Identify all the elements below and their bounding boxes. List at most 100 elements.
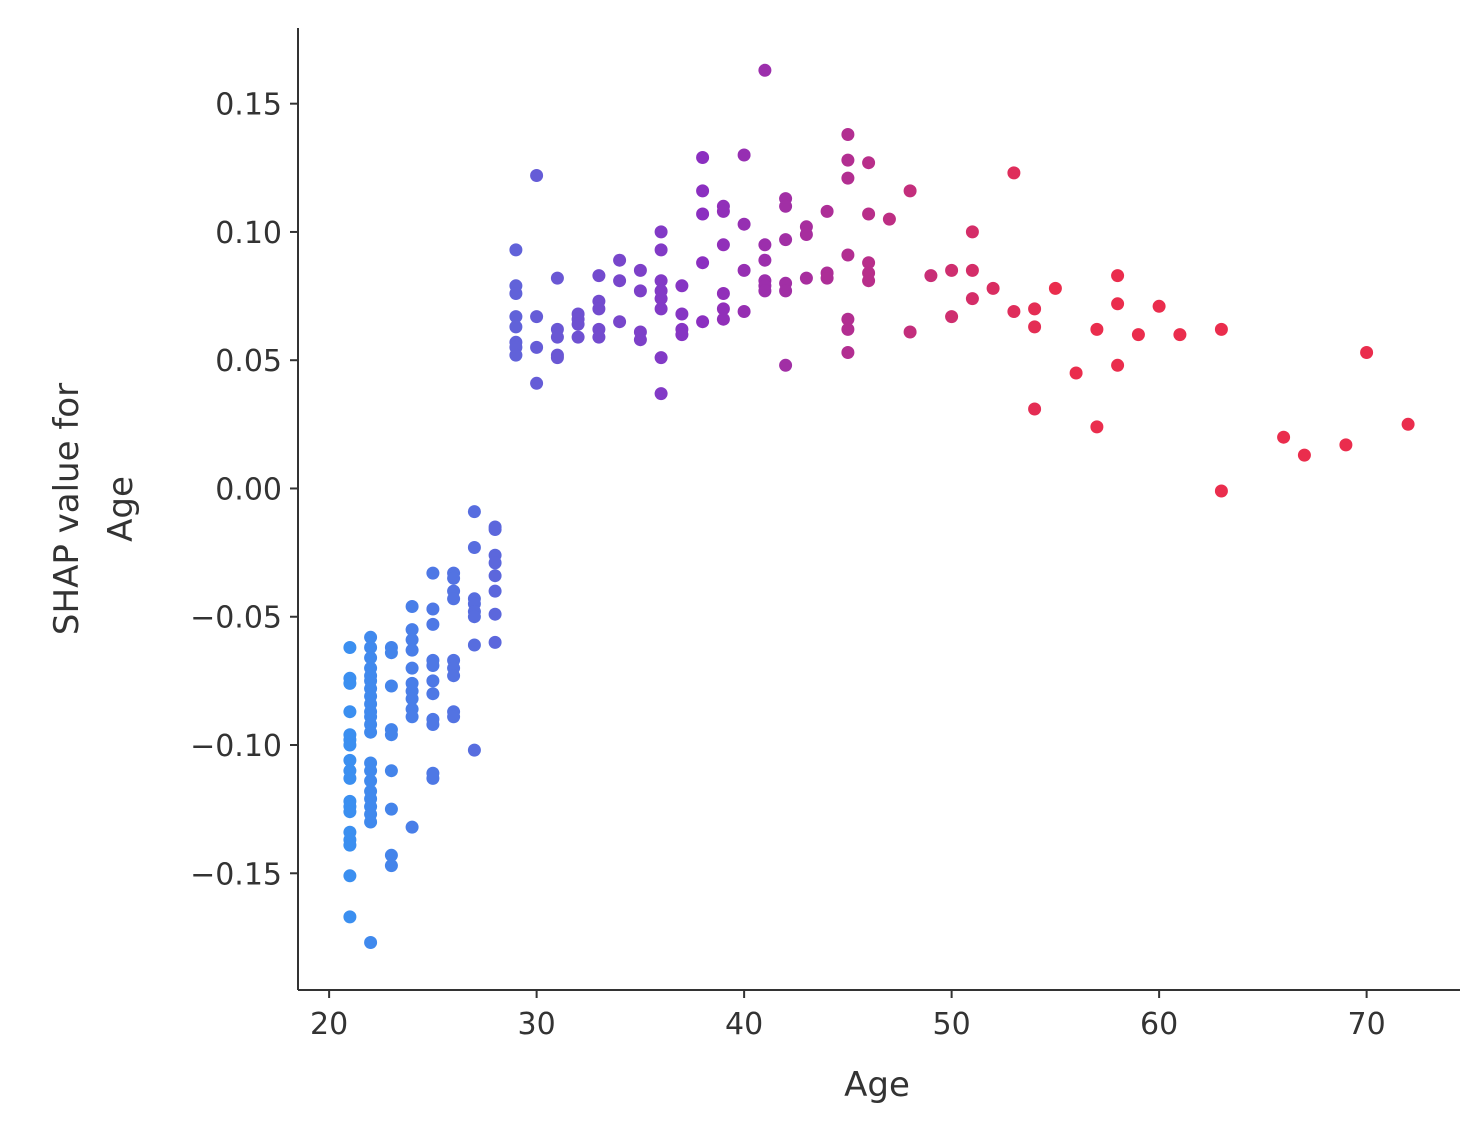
x-tick-label: 60 [1140, 1007, 1178, 1042]
data-point [965, 225, 979, 239]
data-point [716, 302, 730, 316]
data-point [779, 233, 793, 247]
data-point [405, 623, 419, 637]
data-point [799, 271, 813, 285]
data-point [799, 228, 813, 241]
data-point [1277, 430, 1291, 444]
data-point [571, 317, 585, 331]
data-point [1360, 346, 1374, 359]
data-point [592, 330, 606, 344]
data-point [737, 148, 751, 162]
data-point [1214, 484, 1228, 498]
data-point [696, 315, 710, 329]
data-point [550, 271, 564, 285]
data-point [696, 151, 710, 164]
data-point [509, 287, 523, 300]
data-point [1090, 420, 1104, 434]
data-point [364, 936, 378, 949]
y-axis-title-line-2: Age [101, 476, 141, 542]
data-point [862, 156, 876, 170]
data-point [1339, 438, 1353, 452]
data-point [716, 312, 730, 326]
data-point [841, 153, 855, 167]
data-point [467, 638, 481, 652]
data-point [426, 771, 440, 785]
data-point [654, 274, 668, 288]
data-point [405, 633, 419, 647]
data-point [405, 600, 419, 613]
data-point [343, 676, 357, 690]
data-point [841, 128, 855, 141]
data-point [613, 253, 627, 267]
data-point [675, 328, 689, 342]
scatter-points [343, 63, 1415, 949]
y-axis-ticks: 0.15 0.10 0.05 0.00 −0.05 −0.10 −0.15 [190, 88, 298, 892]
data-point [384, 802, 398, 816]
data-point [758, 238, 772, 252]
data-point [447, 710, 461, 724]
data-point [364, 764, 378, 778]
data-point [654, 351, 668, 365]
data-point [903, 325, 917, 339]
data-point [675, 279, 689, 293]
data-point [696, 207, 710, 221]
data-point [696, 256, 710, 270]
data-point [447, 592, 461, 606]
data-point [509, 320, 523, 334]
data-point [467, 610, 481, 624]
data-point [488, 607, 502, 621]
data-point [384, 764, 398, 778]
data-point [1111, 297, 1125, 311]
data-point [426, 687, 440, 701]
data-point [779, 199, 793, 213]
data-point [384, 646, 398, 660]
data-point [467, 743, 481, 757]
data-point [384, 848, 398, 862]
x-axis-ticks: 20 30 40 50 60 70 [310, 990, 1386, 1042]
data-point [820, 204, 834, 218]
data-point [364, 774, 378, 788]
data-point [447, 571, 461, 585]
data-point [426, 718, 440, 731]
x-tick-label: 50 [933, 1007, 971, 1042]
data-point [530, 376, 544, 390]
data-point [862, 274, 876, 288]
data-point [488, 556, 502, 570]
data-point [1028, 320, 1042, 334]
y-tick-label: −0.05 [190, 601, 282, 636]
data-point [343, 641, 357, 654]
data-point [613, 315, 627, 329]
data-point [675, 307, 689, 321]
data-point [426, 617, 440, 631]
data-point [364, 630, 378, 644]
data-point [737, 305, 751, 318]
y-tick-label: 0.10 [215, 216, 282, 251]
data-point [488, 523, 502, 536]
data-point [530, 310, 544, 324]
data-point [613, 274, 627, 288]
data-point [1048, 281, 1062, 295]
data-point [924, 269, 938, 283]
data-point [426, 674, 440, 688]
y-axis-title: SHAP value for Age [47, 383, 141, 635]
data-point [343, 753, 357, 767]
data-point [426, 659, 440, 672]
data-point [509, 348, 523, 362]
y-tick-label: −0.10 [190, 729, 282, 764]
data-point [1214, 322, 1228, 336]
data-point [447, 669, 461, 683]
data-point [945, 263, 959, 277]
data-point [405, 661, 419, 675]
data-point [1028, 302, 1042, 316]
data-point [716, 287, 730, 300]
data-point [384, 859, 398, 873]
data-point [405, 692, 419, 706]
data-point [1028, 402, 1042, 416]
data-point [758, 284, 772, 298]
data-point [1007, 305, 1021, 318]
data-point [343, 869, 357, 883]
data-point [364, 651, 378, 665]
data-point [654, 302, 668, 316]
data-point [343, 910, 357, 924]
